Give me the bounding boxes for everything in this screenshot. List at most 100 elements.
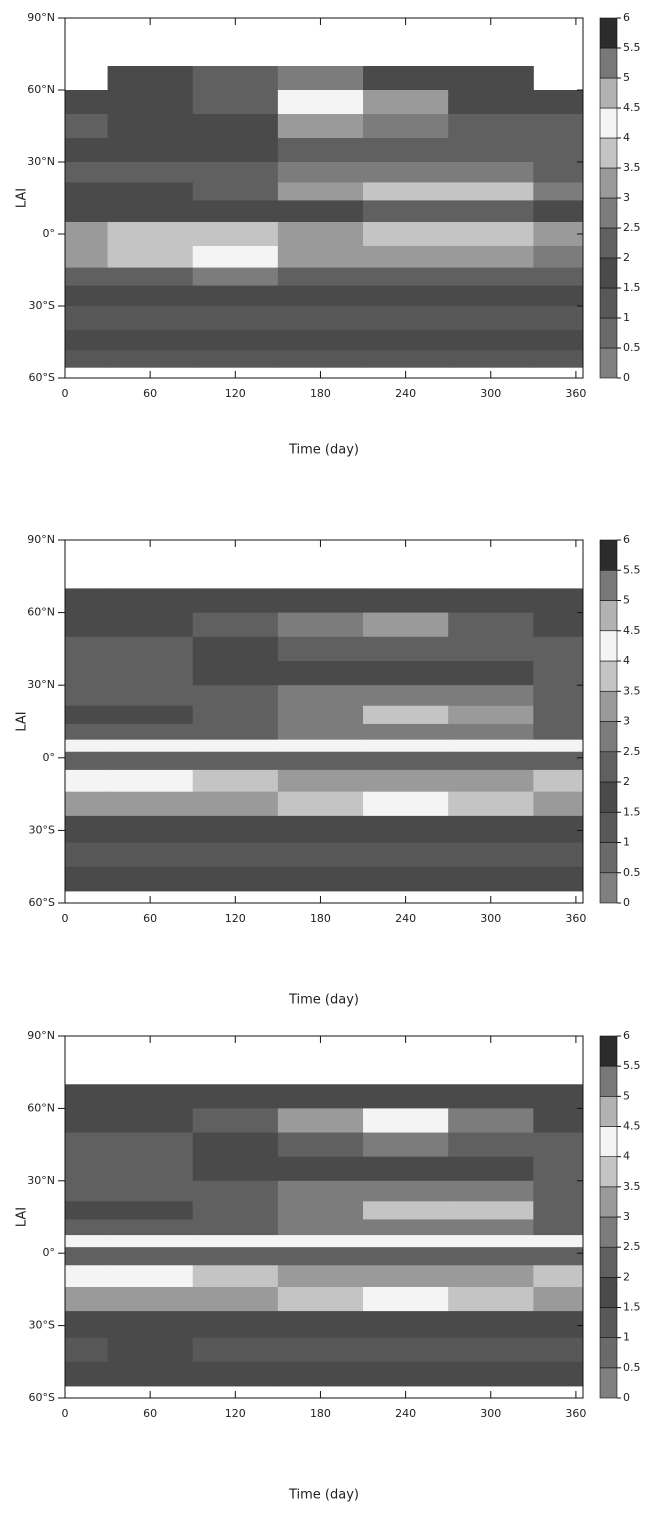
colorbar-box bbox=[599, 842, 618, 874]
contour-cell bbox=[363, 1108, 449, 1134]
contour-cell bbox=[192, 815, 279, 843]
contour-cell bbox=[533, 162, 584, 183]
contour-cell bbox=[533, 1219, 584, 1236]
contour-cell bbox=[65, 1311, 109, 1339]
contour-cell bbox=[363, 285, 449, 307]
x-tick-label: 120 bbox=[225, 387, 246, 400]
contour-cell bbox=[107, 182, 194, 201]
contour-cell bbox=[363, 222, 449, 247]
contour-cell bbox=[363, 661, 449, 686]
contour-cell bbox=[107, 285, 194, 307]
contour-cell bbox=[277, 1235, 364, 1248]
contour-cell bbox=[65, 612, 109, 638]
contour-cell bbox=[363, 1180, 449, 1202]
colorbar-label: 2 bbox=[623, 775, 630, 788]
contour-cell bbox=[65, 815, 109, 843]
contour-cell bbox=[533, 1337, 584, 1363]
x-tick-label: 120 bbox=[225, 912, 246, 925]
x-tick-label: 60 bbox=[143, 1407, 157, 1420]
contour-cell bbox=[192, 769, 279, 793]
contour-cell bbox=[277, 200, 364, 223]
contour-cell bbox=[107, 138, 194, 163]
colorbar-box bbox=[599, 751, 618, 783]
contour-cell bbox=[363, 1311, 449, 1339]
colorbar-label: 0.5 bbox=[623, 866, 641, 879]
contour-cell bbox=[107, 1156, 194, 1182]
contour-cell bbox=[107, 842, 194, 868]
contour-cell bbox=[448, 182, 534, 201]
x-tick-label: 240 bbox=[395, 387, 416, 400]
x-tick-label: 0 bbox=[62, 1407, 69, 1420]
contour-cell bbox=[277, 330, 364, 351]
x-tick-label: 180 bbox=[310, 912, 331, 925]
contour-cell bbox=[277, 1132, 364, 1158]
contour-cell bbox=[192, 350, 279, 368]
contour-cell bbox=[448, 1132, 534, 1158]
x-axis-label: Time (day) bbox=[288, 1488, 359, 1503]
x-tick-label: 0 bbox=[62, 912, 69, 925]
contour-cell bbox=[277, 1180, 364, 1202]
contour-cell bbox=[192, 723, 279, 741]
colorbar-box bbox=[599, 167, 618, 199]
contour-cell bbox=[192, 685, 279, 707]
contour-cell bbox=[363, 182, 449, 201]
contour-cell bbox=[107, 588, 194, 614]
x-tick-label: 180 bbox=[310, 1407, 331, 1420]
contour-cell bbox=[277, 1265, 364, 1288]
contour-cell bbox=[533, 612, 584, 638]
x-tick-label: 240 bbox=[395, 912, 416, 925]
contour-cell bbox=[107, 90, 194, 115]
contour-cell bbox=[277, 1337, 364, 1363]
colorbar-box bbox=[599, 257, 618, 289]
contour-cell bbox=[107, 723, 194, 741]
colorbar-label: 3 bbox=[623, 1210, 630, 1223]
contour-cell bbox=[65, 330, 109, 351]
contour-cell bbox=[192, 1084, 279, 1109]
contour-cell bbox=[65, 350, 109, 368]
contour-cell bbox=[363, 636, 449, 662]
colorbar-label: 5.5 bbox=[623, 41, 641, 54]
colorbar-label: 6 bbox=[623, 533, 630, 546]
colorbar-box bbox=[599, 1246, 618, 1278]
contour-cell bbox=[65, 162, 109, 183]
y-tick-label: 60°S bbox=[29, 896, 55, 909]
contour-cell bbox=[65, 267, 109, 287]
colorbar-label: 0.5 bbox=[623, 1361, 641, 1374]
x-tick-label: 240 bbox=[395, 1407, 416, 1420]
contour-cell bbox=[65, 1286, 109, 1312]
contour-cell bbox=[192, 306, 279, 331]
colorbar-label: 5 bbox=[623, 1089, 630, 1102]
contour-cell bbox=[65, 769, 109, 793]
contour-cell bbox=[448, 791, 534, 817]
y-tick-label: 30°N bbox=[27, 678, 55, 691]
contour-cell bbox=[192, 330, 279, 351]
colorbar-label: 2 bbox=[623, 251, 630, 264]
colorbar-label: 4.5 bbox=[623, 624, 641, 637]
contour-cell bbox=[107, 1286, 194, 1312]
contour-cell bbox=[65, 1235, 109, 1248]
contour-cell bbox=[192, 1337, 279, 1363]
contour-cell bbox=[277, 138, 364, 163]
contour-cell bbox=[363, 1156, 449, 1182]
x-tick-label: 300 bbox=[480, 387, 501, 400]
contour-cell bbox=[448, 162, 534, 183]
contour-cell bbox=[65, 138, 109, 163]
contour-cell bbox=[363, 1337, 449, 1363]
contour-cell bbox=[192, 200, 279, 223]
contour-cell bbox=[192, 138, 279, 163]
contour-cell bbox=[192, 1132, 279, 1158]
contour-cell bbox=[65, 1361, 109, 1387]
y-tick-label: 0° bbox=[43, 751, 56, 764]
contour-cell bbox=[533, 866, 584, 892]
contour-cell bbox=[65, 1132, 109, 1158]
contour-cell bbox=[107, 1084, 194, 1109]
contour-cell bbox=[533, 267, 584, 287]
contour-cell bbox=[363, 1084, 449, 1109]
colorbar-label: 4 bbox=[623, 131, 630, 144]
contour-cell bbox=[107, 739, 194, 753]
colorbar-label: 3.5 bbox=[623, 1180, 641, 1193]
colorbar-box bbox=[599, 1035, 618, 1067]
x-tick-label: 360 bbox=[565, 387, 586, 400]
colorbar-box bbox=[599, 107, 618, 139]
colorbar-label: 5 bbox=[623, 71, 630, 84]
